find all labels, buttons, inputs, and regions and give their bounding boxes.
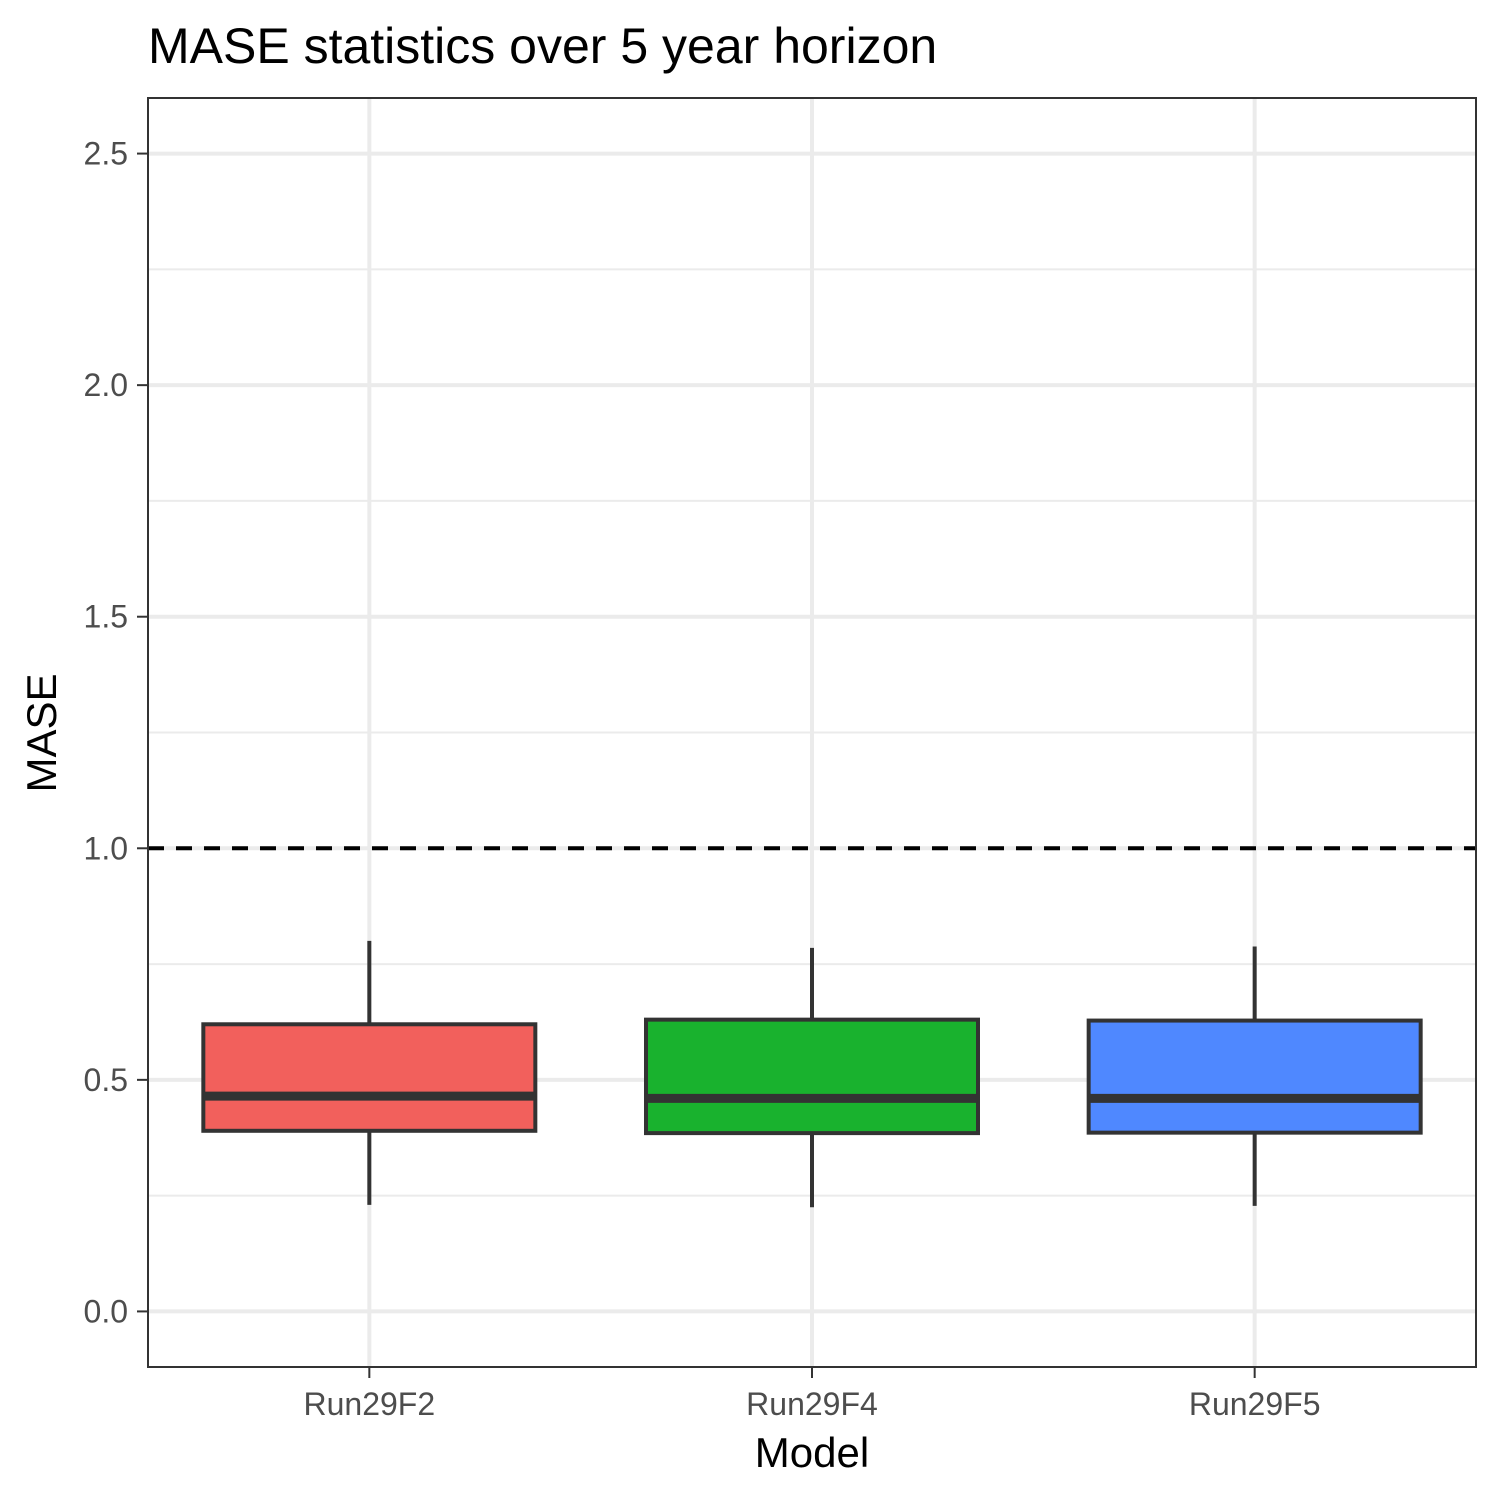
x-tick-label: Run29F4 <box>746 1386 878 1422</box>
x-tick-label: Run29F5 <box>1189 1386 1321 1422</box>
y-tick-label: 1.0 <box>84 830 128 866</box>
y-tick-label: 0.0 <box>84 1293 128 1329</box>
y-tick-label: 2.5 <box>84 136 128 172</box>
x-axis-title: Model <box>755 1429 869 1476</box>
chart-title: MASE statistics over 5 year horizon <box>148 18 937 74</box>
y-axis-title: MASE <box>18 673 65 792</box>
y-tick-label: 1.5 <box>84 599 128 635</box>
y-tick-label: 0.5 <box>84 1062 128 1098</box>
y-tick-label: 2.0 <box>84 367 128 403</box>
box-run29f2 <box>201 1022 538 1133</box>
x-tick-label: Run29F2 <box>304 1386 436 1422</box>
plot-area: 0.0 0.5 1.0 1.5 2.0 2.5 Run29F2 Run29F4 Run29F5 <box>84 97 1477 1422</box>
box-run29f5 <box>1086 1018 1423 1135</box>
box-run29f4 <box>644 1017 980 1136</box>
